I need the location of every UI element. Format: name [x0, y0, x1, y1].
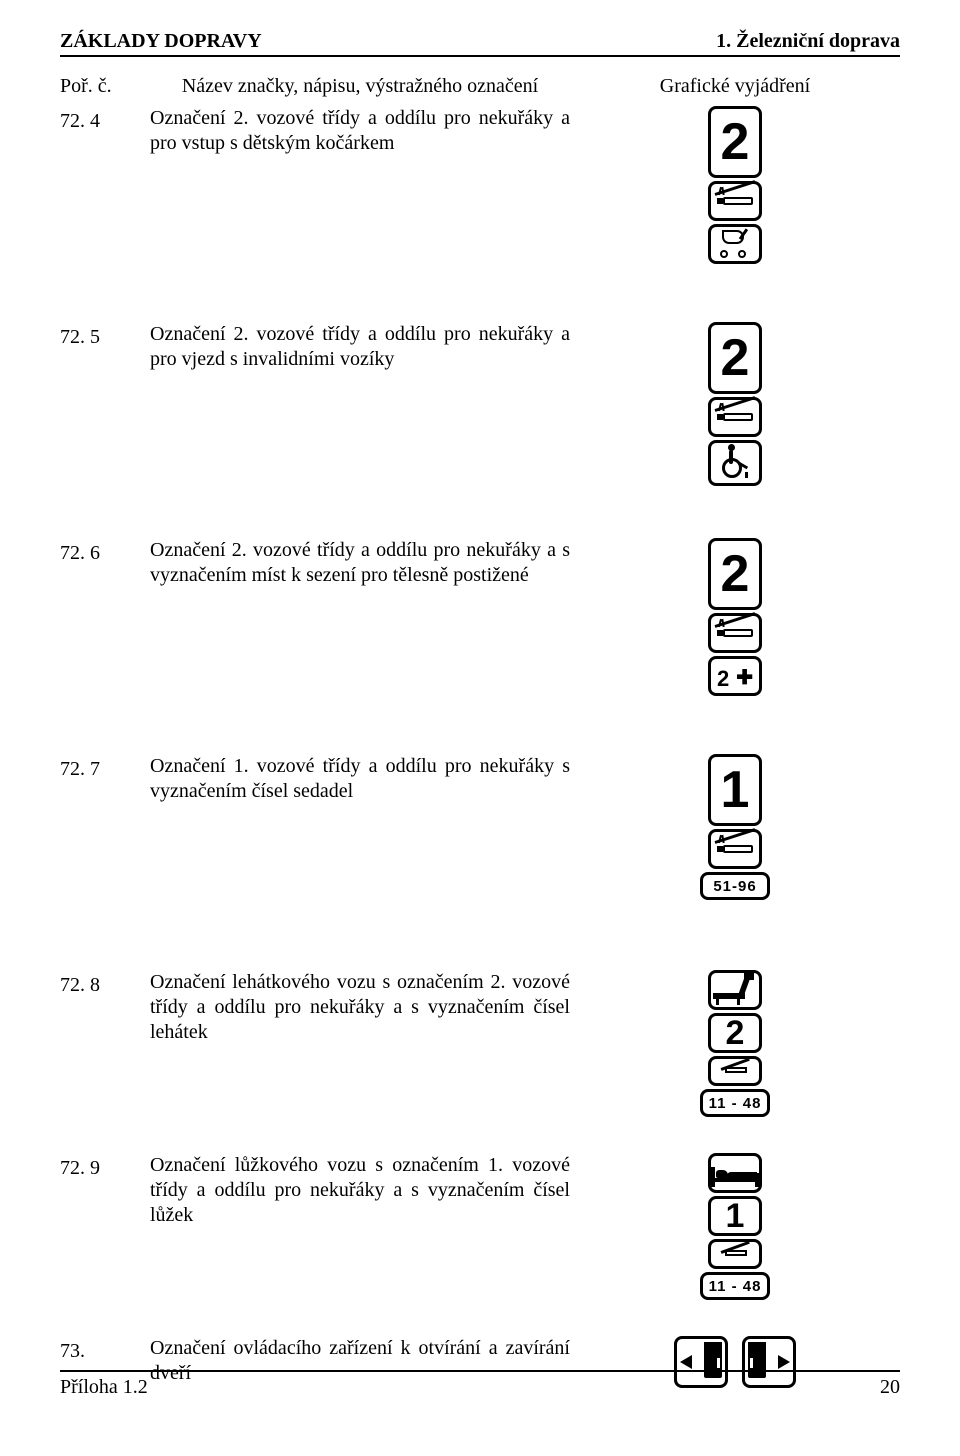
footer-page-number: 20 [880, 1376, 900, 1399]
header-left: ZÁKLADY DOPRAVY [60, 30, 262, 53]
table-row: 72. 9 Označení lůžkového vozu s označení… [60, 1153, 900, 1300]
class-digit-small-box: 2 [708, 1013, 762, 1053]
row-number: 72. 8 [60, 970, 150, 997]
row-number: 73. [60, 1336, 150, 1363]
sign-stack-72-4: 2 [708, 106, 762, 264]
bed-icon [708, 1153, 762, 1193]
footer-left: Příloha 1.2 [60, 1376, 148, 1399]
footer-line [60, 1370, 900, 1372]
medical-plus-icon: ✚ [736, 665, 753, 690]
no-smoking-icon [708, 613, 762, 653]
header-underline [60, 55, 900, 57]
class-digit-box: 2 [708, 106, 762, 178]
table-row: 72. 7 Označení 1. vozové třídy a oddílu … [60, 754, 900, 934]
row-desc: Označení 2. vozové třídy a oddílu pro ne… [150, 106, 570, 156]
no-smoking-icon [708, 829, 762, 869]
class-digit-box: 1 [708, 754, 762, 826]
seat-range-box: 11 - 48 [700, 1089, 770, 1117]
class-digit-box: 2 [708, 538, 762, 610]
row-number: 72. 9 [60, 1153, 150, 1180]
row-desc: Označení lehátkového vozu s označením 2.… [150, 970, 570, 1045]
seat-range-box: 11 - 48 [700, 1272, 770, 1300]
no-smoking-icon [708, 181, 762, 221]
sign-stack-72-7: 1 51-96 [700, 754, 770, 900]
class-digit-small-box: 1 [708, 1196, 762, 1236]
seat-range-box: 51-96 [700, 872, 770, 900]
row-desc: Označení lůžkového vozu s označením 1. v… [150, 1153, 570, 1228]
class-digit-box: 2 [708, 322, 762, 394]
table-row: 72. 4 Označení 2. vozové třídy a oddílu … [60, 106, 900, 286]
wheelchair-icon [708, 440, 762, 486]
col-head-graphic: Grafické vyjádření [570, 75, 900, 98]
table-row: 72. 8 Označení lehátkového vozu s označe… [60, 970, 900, 1117]
sign-stack-72-8: 2 11 - 48 [700, 970, 770, 1117]
row-desc: Označení 2. vozové třídy a oddílu pro ne… [150, 538, 570, 588]
table-row: 72. 5 Označení 2. vozové třídy a oddílu … [60, 322, 900, 502]
col-head-name: Název značky, nápisu, výstražného označe… [150, 75, 570, 98]
col-head-number: Poř. č. [60, 75, 150, 98]
row-number: 72. 7 [60, 754, 150, 781]
no-smoking-icon [708, 397, 762, 437]
row-number: 72. 4 [60, 106, 150, 133]
stroller-icon [708, 224, 762, 264]
couchette-icon [708, 970, 762, 1010]
disabled-seats-digit: 2 [717, 666, 729, 692]
sign-stack-72-9: 1 11 - 48 [700, 1153, 770, 1300]
sign-stack-72-5: 2 [708, 322, 762, 486]
row-number: 72. 6 [60, 538, 150, 565]
table-row: 72. 6 Označení 2. vozové třídy a oddílu … [60, 538, 900, 718]
row-desc: Označení 1. vozové třídy a oddílu pro ne… [150, 754, 570, 804]
disabled-seats-icon: 2 ✚ [708, 656, 762, 696]
no-smoking-icon [708, 1056, 762, 1086]
row-desc: Označení 2. vozové třídy a oddílu pro ne… [150, 322, 570, 372]
no-smoking-icon [708, 1239, 762, 1269]
header-right: 1. Železniční doprava [716, 30, 900, 53]
sign-stack-72-6: 2 2 ✚ [708, 538, 762, 696]
row-number: 72. 5 [60, 322, 150, 349]
